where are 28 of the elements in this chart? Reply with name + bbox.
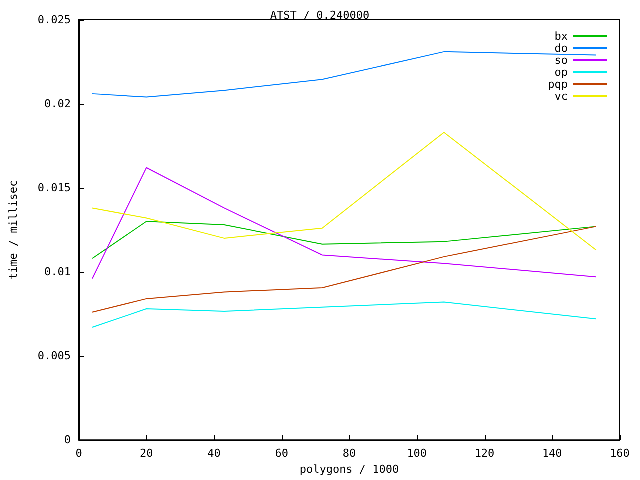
x-tick-label: 140 (542, 447, 562, 460)
legend-label: pqp (548, 78, 568, 91)
legend-label: vc (554, 90, 568, 103)
x-tick-label: 160 (610, 447, 630, 460)
y-axis-title: time / millisec (7, 180, 20, 280)
y-tick-label: 0.01 (44, 266, 71, 279)
line-series (92, 132, 597, 251)
y-tick-label: 0.015 (38, 182, 71, 195)
x-tick-label: 80 (342, 447, 356, 460)
x-tick-label: 120 (474, 447, 495, 460)
x-axis-title: polygons / 1000 (300, 463, 400, 476)
line-series (92, 167, 597, 280)
x-tick-label: 0 (76, 447, 82, 460)
x-tick-label: 40 (208, 447, 221, 460)
x-tick-label: 20 (140, 447, 154, 460)
legend-label: do (554, 42, 568, 55)
legend-label: so (554, 54, 568, 67)
legend-label: op (554, 66, 568, 79)
y-tick-label: 0 (64, 434, 71, 447)
y-tick-label: 0.005 (38, 350, 71, 363)
x-tick-label: 100 (407, 447, 428, 460)
legend-label: bx (554, 30, 568, 43)
x-tick-label: 60 (275, 447, 288, 460)
line-series (92, 302, 597, 328)
line-series (92, 221, 597, 260)
y-tick-label: 0.02 (44, 98, 71, 111)
line-series (92, 226, 597, 313)
y-tick-label: 0.025 (38, 14, 71, 26)
